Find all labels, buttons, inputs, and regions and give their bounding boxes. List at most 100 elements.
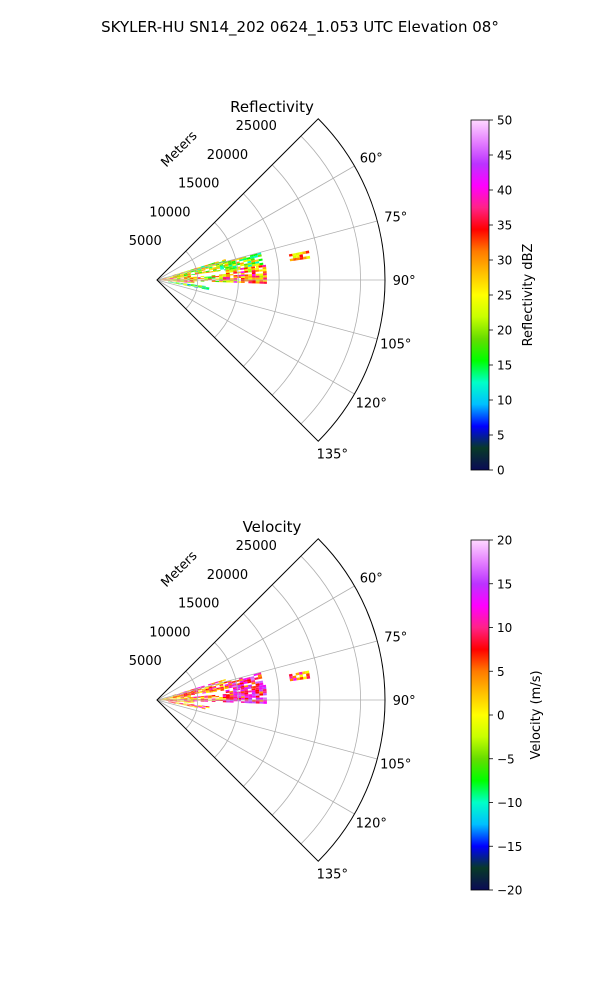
echo-cell [201, 287, 206, 289]
echo-cell [226, 698, 230, 700]
echo-cell [189, 697, 194, 699]
echo-cell [179, 703, 184, 705]
echo-cell [183, 276, 188, 278]
echo-cell [179, 703, 184, 705]
echo-cell [219, 682, 224, 685]
echo-cell [187, 274, 192, 276]
echo-cell [244, 690, 249, 693]
echo-cell [205, 689, 210, 692]
echo-cell [228, 686, 233, 689]
echo-cell [255, 273, 260, 276]
echo-cell [215, 264, 220, 267]
echo-cell [189, 276, 194, 278]
echo-cell [175, 282, 180, 284]
velocity-colorbar-label: Velocity (m/s) [529, 670, 544, 759]
echo-cell [209, 690, 214, 693]
echo-cell [176, 695, 181, 697]
echo-cell [209, 688, 213, 691]
colorbar-tick-label: 35 [497, 219, 512, 233]
echo-cell [211, 262, 216, 265]
echo-cell [172, 701, 176, 703]
echo-cell [229, 696, 234, 699]
echo-cell [226, 276, 230, 279]
echo-cell [205, 270, 210, 273]
echo-cell [180, 277, 185, 279]
echo-cell [169, 276, 174, 278]
echo-cell [228, 263, 233, 266]
echo-cell [175, 283, 180, 285]
echo-cell [243, 263, 248, 266]
reflectivity-range-labels: 5000 10000 15000 20000 25000 [129, 119, 277, 249]
echo-cell [176, 273, 180, 275]
echo-cell [216, 267, 221, 270]
echo-cell [208, 278, 212, 280]
echo-cell [244, 694, 249, 697]
echo-cell [186, 705, 191, 707]
echo-cell [215, 695, 220, 698]
echo-cell [227, 260, 232, 263]
echo-cell [243, 259, 248, 263]
echo-cell [214, 681, 219, 684]
echo-cell [201, 707, 206, 709]
echo-cell [259, 281, 264, 284]
echo-cell [212, 264, 216, 267]
echo-cell [209, 268, 213, 271]
echo-cell [169, 277, 174, 279]
colorbar-tick-label: 5 [497, 665, 505, 679]
echo-cell [232, 263, 237, 267]
echo-cell [226, 275, 230, 278]
echo-cell [305, 670, 310, 674]
echo-cell [222, 700, 227, 703]
velocity-range-labels: 5000 10000 15000 20000 25000 [129, 539, 277, 669]
echo-cell [229, 701, 234, 703]
echo-cell [173, 696, 177, 698]
echo-cell [259, 269, 263, 272]
echo-cell [190, 691, 195, 694]
echo-cell [200, 695, 205, 698]
echo-cell [187, 273, 191, 275]
echo-cell [179, 282, 184, 284]
echo-cell [247, 684, 253, 687]
reflectivity-colorbar: 0 5 10 15 20 25 30 35 40 45 50 [470, 114, 512, 478]
echo-cell [246, 677, 251, 680]
echo-cell [173, 276, 177, 278]
echo-cell [194, 273, 199, 275]
echo-cell [211, 682, 216, 685]
echo-cell [211, 700, 216, 703]
echo-cell [179, 702, 184, 704]
colorbar-tick-label: 50 [497, 114, 512, 128]
echo-cell [207, 695, 212, 697]
reflectivity-colorbar-label: Reflectivity dBZ [521, 244, 536, 347]
echo-cell [200, 277, 205, 279]
azimuth-tick-label: 75° [384, 631, 407, 646]
colorbar-tick-label: 5 [497, 429, 505, 443]
azimuth-spoke [156, 165, 355, 281]
echo-cell [240, 264, 245, 267]
echo-cell [248, 275, 253, 278]
echo-cell [173, 701, 177, 702]
echo-cell [233, 278, 238, 280]
echo-cell [209, 270, 214, 273]
echo-cell [186, 283, 191, 285]
echo-cell [213, 690, 217, 693]
figure-title: SKYLER-HU SN14_202 0624_1.053 UTC Elevat… [101, 18, 499, 37]
echo-cell [189, 698, 194, 700]
echo-cell [211, 274, 216, 277]
echo-cell [200, 685, 205, 688]
echo-cell [211, 277, 216, 279]
colorbar-tick-label: 20 [497, 534, 512, 548]
colorbar-tick-label: 30 [497, 254, 512, 268]
echo-cell [176, 278, 181, 279]
echo-cell [229, 278, 234, 280]
echo-cell [252, 275, 256, 278]
echo-cell [229, 690, 234, 693]
echo-cell [240, 685, 245, 689]
echo-cell [289, 678, 294, 682]
echo-cell [180, 281, 184, 283]
echo-cell [239, 680, 244, 684]
echo-cell [246, 678, 252, 682]
echo-cell [244, 277, 249, 280]
echo-cell [193, 697, 197, 699]
echo-cell [194, 690, 199, 692]
echo-cell [232, 268, 237, 271]
